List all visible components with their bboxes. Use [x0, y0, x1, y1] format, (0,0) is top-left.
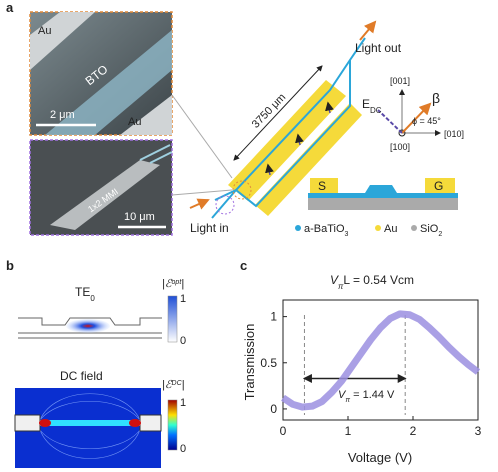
y-tick-label: 1: [270, 310, 277, 324]
bar-main: |ℰ: [162, 278, 173, 290]
mode-main: TE: [75, 285, 90, 299]
legend-item: a-BaTiO3: [304, 223, 349, 238]
sem-label: Au: [128, 116, 141, 128]
crystal-axes: [001] [010] [100] ϕ = 45° β EDC: [362, 76, 464, 152]
panel-label: b: [6, 258, 14, 273]
x-tick-label: 1: [345, 424, 352, 438]
data-line: [281, 310, 481, 411]
field-sub: DC: [370, 106, 382, 115]
angle-label: ϕ = 45°: [412, 116, 441, 126]
bar-end: |: [181, 278, 184, 290]
colorbar-tick: 0: [180, 335, 186, 347]
connector: [171, 189, 233, 196]
chart-title: VπL = 0.54 Vcm: [330, 273, 414, 291]
title-rest: L = 0.54 Vcm: [343, 273, 414, 287]
axis-label: [010]: [444, 129, 464, 139]
bar-main: |ℰ: [162, 379, 173, 391]
legend-item: Au: [384, 223, 397, 235]
x-axis-label: Voltage (V): [348, 450, 412, 465]
panel-label: c: [240, 258, 247, 273]
scale-label: 10 μm: [124, 211, 155, 223]
ann-rest: = 1.44 V: [350, 389, 395, 401]
sem-top: Au BTO Au 2 μm: [29, 11, 173, 136]
x-tick-label: 0: [280, 424, 287, 438]
plot-frame: [282, 299, 479, 421]
ann-sub: π: [345, 397, 350, 404]
electrode-label: G: [434, 179, 443, 193]
title-v: V: [330, 273, 339, 287]
dc-title: DC field: [60, 369, 103, 383]
legend-main: SiO: [420, 223, 439, 235]
axis-label: [001]: [390, 76, 410, 86]
colorbar-tick: 1: [180, 293, 186, 305]
modulator: 3750 μm Light out Light in: [189, 20, 402, 235]
legend-main: a-BaTiO: [304, 223, 345, 235]
light-label: Light out: [355, 41, 402, 55]
legend-main: Au: [384, 223, 397, 235]
y-axis-label: Transmission: [242, 324, 257, 401]
annotation: Vπ = 1.44 V: [338, 389, 395, 404]
title-sub: π: [338, 282, 344, 291]
beta-label: β: [432, 90, 440, 106]
y-tick-label: 0: [270, 402, 277, 416]
light-label: Light in: [190, 221, 229, 235]
colorbar-tick: 0: [180, 443, 186, 455]
sem-bottom: 1x2 MMI 10 μm: [29, 139, 173, 236]
field-label: EDC: [362, 97, 382, 115]
mode-plot: TE0 |ℰopt| 1 0: [18, 278, 186, 347]
legend: a-BaTiO3 Au SiO2: [295, 223, 442, 238]
ann-v: V: [338, 389, 347, 401]
bar-end: |: [182, 379, 185, 391]
dc-plot: DC field |ℰDC| 1 0: [14, 369, 186, 468]
field-main: E: [362, 97, 370, 111]
chart: VπL = 0.54 Vcm Vπ = 1.44 V Voltage (V) T…: [242, 273, 482, 465]
legend-item: SiO2: [420, 223, 442, 238]
colorbar-title: |ℰopt|: [162, 278, 184, 290]
bar-sup: DC: [172, 380, 183, 387]
electrode-label: S: [318, 179, 326, 193]
x-tick-label: 2: [410, 424, 417, 438]
connector: [171, 94, 233, 179]
length-label: 3750 μm: [250, 91, 289, 130]
panel-label: a: [6, 0, 14, 15]
scale-label: 2 μm: [50, 109, 75, 121]
sem-label: Au: [38, 25, 51, 37]
colorbar-title: |ℰDC|: [162, 379, 185, 391]
y-tick-label: 0.5: [260, 356, 277, 370]
axis-label: [100]: [390, 142, 410, 152]
mode-sub: 0: [90, 294, 95, 303]
colorbar-tick: 1: [180, 397, 186, 409]
bar-sup: opt: [172, 279, 183, 286]
cross-section: S G: [308, 178, 458, 210]
mode-title: TE0: [75, 285, 95, 303]
legend-sub: 3: [345, 231, 349, 238]
x-tick-label: 3: [475, 424, 482, 438]
legend-sub: 2: [438, 231, 442, 238]
